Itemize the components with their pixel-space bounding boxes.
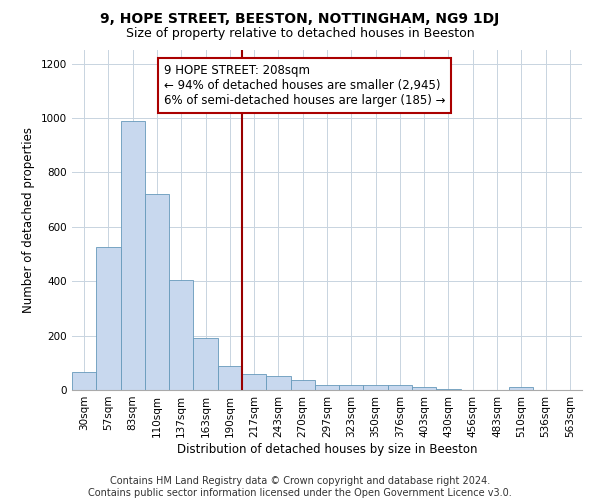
Bar — [242, 374, 266, 390]
Bar — [290, 380, 315, 390]
X-axis label: Distribution of detached houses by size in Beeston: Distribution of detached houses by size … — [177, 442, 477, 456]
Bar — [193, 338, 218, 390]
Bar — [388, 385, 412, 390]
Bar — [72, 372, 96, 390]
Bar — [218, 366, 242, 390]
Text: Size of property relative to detached houses in Beeston: Size of property relative to detached ho… — [125, 28, 475, 40]
Bar — [96, 247, 121, 390]
Bar — [339, 385, 364, 390]
Text: 9 HOPE STREET: 208sqm
← 94% of detached houses are smaller (2,945)
6% of semi-de: 9 HOPE STREET: 208sqm ← 94% of detached … — [164, 64, 445, 106]
Bar — [364, 385, 388, 390]
Bar — [169, 280, 193, 390]
Bar — [266, 376, 290, 390]
Bar — [509, 388, 533, 390]
Bar — [412, 388, 436, 390]
Bar — [315, 385, 339, 390]
Bar — [121, 120, 145, 390]
Bar — [145, 194, 169, 390]
Y-axis label: Number of detached properties: Number of detached properties — [22, 127, 35, 313]
Text: Contains HM Land Registry data © Crown copyright and database right 2024.
Contai: Contains HM Land Registry data © Crown c… — [88, 476, 512, 498]
Text: 9, HOPE STREET, BEESTON, NOTTINGHAM, NG9 1DJ: 9, HOPE STREET, BEESTON, NOTTINGHAM, NG9… — [100, 12, 500, 26]
